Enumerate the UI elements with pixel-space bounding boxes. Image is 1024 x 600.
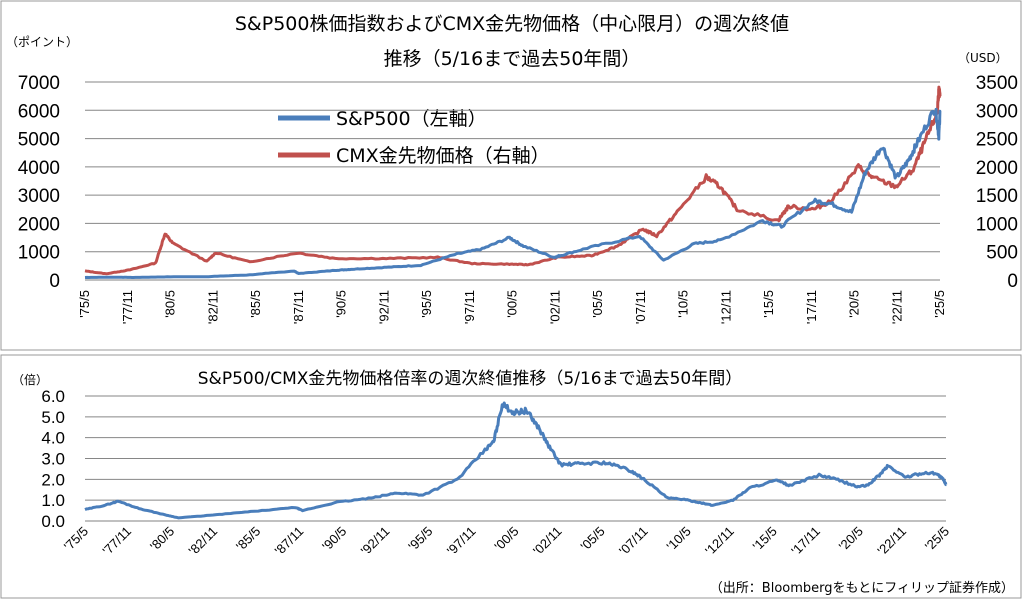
bottom-y-tick-label: 4.0 xyxy=(41,429,65,448)
legend-label-gold: CMX金先物価格（右軸） xyxy=(336,145,550,167)
bottom-x-tick-label: '15/5 xyxy=(750,524,780,554)
top-left-tick-label: 3000 xyxy=(18,186,60,207)
bottom-x-tick-label: '20/5 xyxy=(836,524,866,554)
top-right-tick-label: 2500 xyxy=(976,130,1018,151)
bottom-x-tick-label: '17/11 xyxy=(788,524,823,559)
top-x-tick-label: '10/5 xyxy=(676,290,691,318)
bottom-y-tick-label: 6.0 xyxy=(41,387,65,406)
bottom-x-tick-label: '95/5 xyxy=(405,524,435,554)
top-chart-title-line2: 推移（5/16まで過去50年間） xyxy=(384,48,641,70)
top-x-tick-label: '95/5 xyxy=(419,290,434,318)
top-right-tick-label: 1500 xyxy=(976,186,1018,207)
left-axis-unit: （ポイント） xyxy=(6,35,78,49)
bottom-x-tick-label: '05/5 xyxy=(577,524,607,554)
top-left-y-ticks: 0 1000 2000 3000 4000 5000 6000 7000 xyxy=(18,73,60,292)
top-right-tick-label: 3000 xyxy=(976,101,1018,122)
top-x-tick-label: '12/11 xyxy=(718,290,733,324)
bottom-x-tick-label: '90/5 xyxy=(319,524,349,554)
top-x-tick-label: '00/5 xyxy=(505,290,520,318)
top-left-tick-label: 1000 xyxy=(18,243,60,264)
top-left-tick-label: 0 xyxy=(49,271,60,292)
bottom-x-tick-label: '00/5 xyxy=(491,524,521,554)
top-x-tick-label: '85/5 xyxy=(248,290,263,318)
top-right-tick-label: 3500 xyxy=(976,73,1018,94)
bottom-x-tick-label: '82/11 xyxy=(186,524,221,559)
sp500-line xyxy=(84,107,942,279)
bottom-x-tick-label: '12/11 xyxy=(702,524,737,559)
top-right-tick-label: 0 xyxy=(1007,271,1018,292)
ratio-line xyxy=(84,401,948,520)
top-right-tick-label: 2000 xyxy=(976,158,1018,179)
top-right-tick-label: 1000 xyxy=(976,214,1018,235)
top-x-tick-label: '07/11 xyxy=(633,290,648,324)
source-note: （出所：Bloombergをもとにフィリップ証券作成） xyxy=(710,580,1014,596)
bottom-x-tick-label: '87/11 xyxy=(272,524,307,559)
legend-label-sp500: S&P500（左軸） xyxy=(336,108,487,130)
top-x-tick-label: '80/5 xyxy=(163,290,178,318)
top-x-tick-label: '20/5 xyxy=(847,290,862,318)
bottom-x-tick-label: '07/11 xyxy=(616,524,651,559)
bottom-x-ticks: '75/5 '77/11 '80/5 '82/11 '85/5 '87/11 '90/5 '9… xyxy=(61,524,952,559)
top-left-tick-label: 5000 xyxy=(18,130,60,151)
top-x-tick-label: '17/11 xyxy=(804,290,819,324)
top-x-tick-label: '25/5 xyxy=(932,290,947,318)
bottom-y-tick-label: 3.0 xyxy=(41,450,65,469)
top-x-tick-label: '92/11 xyxy=(376,290,391,324)
top-x-tick-label: '97/11 xyxy=(462,290,477,324)
top-x-tick-label: '77/11 xyxy=(120,290,135,324)
top-gridlines xyxy=(85,81,940,253)
top-x-tick-label: '02/11 xyxy=(547,290,562,324)
bottom-x-tick-label: '10/5 xyxy=(664,524,694,554)
bottom-axis-unit: （倍） xyxy=(12,372,48,387)
top-right-y-ticks: 0 500 1000 1500 2000 2500 3000 3500 xyxy=(976,73,1018,292)
bottom-panel-frame xyxy=(0,354,1022,599)
top-left-tick-label: 6000 xyxy=(18,101,60,122)
bottom-x-tick-label: '25/5 xyxy=(922,524,952,554)
top-x-tick-label: '22/11 xyxy=(889,290,904,324)
bottom-x-tick-label: '77/11 xyxy=(99,524,134,559)
bottom-x-tick-label: '22/11 xyxy=(874,524,909,559)
bottom-x-tick-label: '75/5 xyxy=(61,524,91,554)
bottom-x-tick-label: '80/5 xyxy=(147,524,177,554)
bottom-y-ticks: 0.0 1.0 2.03.0 4.0 5.0 6.0 xyxy=(41,387,65,531)
bottom-x-tick-label: '85/5 xyxy=(233,524,263,554)
top-x-tick-label: '05/5 xyxy=(590,290,605,318)
top-x-tick-label: '75/5 xyxy=(77,290,92,318)
top-right-tick-label: 500 xyxy=(986,243,1018,264)
top-x-tick-label: '90/5 xyxy=(334,290,349,318)
top-x-tick-label: '87/11 xyxy=(291,290,306,324)
bottom-x-tick-label: '02/11 xyxy=(530,524,565,559)
bottom-y-tick-label: 0.0 xyxy=(41,512,65,531)
right-axis-unit: （USD） xyxy=(958,51,1008,65)
bottom-y-tick-label: 2.0 xyxy=(41,470,65,489)
top-chart-title-line1: S&P500株価指数およびCMX金先物価格（中心限月）の週次終値 xyxy=(235,13,789,35)
top-x-tick-label: '15/5 xyxy=(761,290,776,318)
top-x-ticks: '75/5 '77/11 '80/5 '82/11 '85/5 '87/11 '90/5 '9… xyxy=(77,290,947,324)
top-left-tick-label: 4000 xyxy=(18,158,60,179)
bottom-chart-title: S&P500/CMX金先物価格倍率の週次終値推移（5/16まで過去50年間） xyxy=(198,369,742,389)
bottom-x-tick-label: '97/11 xyxy=(444,524,479,559)
top-x-tick-label: '82/11 xyxy=(205,290,220,324)
top-left-tick-label: 7000 xyxy=(18,73,60,94)
gold-price-line xyxy=(84,85,942,276)
top-left-tick-label: 2000 xyxy=(18,214,60,235)
bottom-y-tick-label: 1.0 xyxy=(41,491,65,510)
top-panel-frame xyxy=(0,0,1022,351)
bottom-y-tick-label: 5.0 xyxy=(41,408,65,427)
bottom-x-tick-label: '92/11 xyxy=(358,524,393,559)
